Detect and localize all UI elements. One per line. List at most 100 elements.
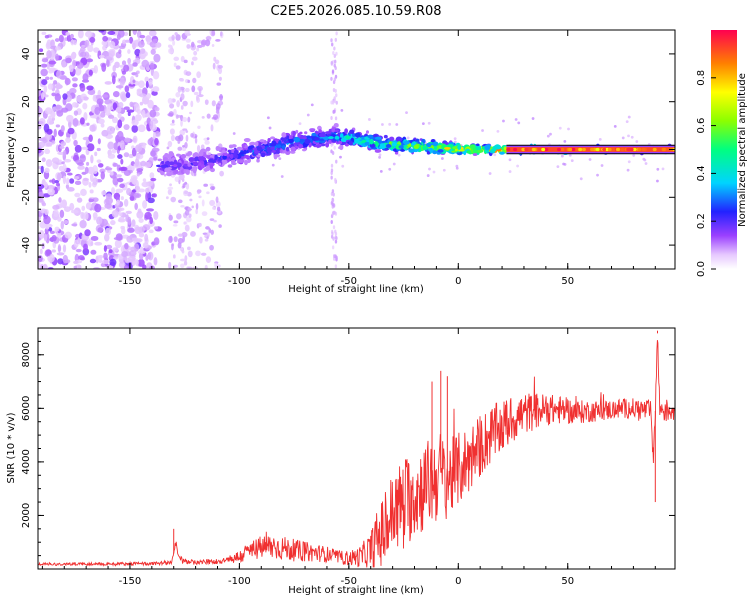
spectrogram-noise-cell [186, 266, 191, 269]
spectrogram-noise-cell [39, 208, 47, 214]
spectrogram-signal-cell [227, 164, 233, 168]
spectrogram-signal-cell [207, 158, 215, 163]
spectrogram-noise-cell [103, 252, 108, 260]
spectrogram-signal-cell [210, 167, 215, 173]
spectrogram-noise-cell [153, 237, 160, 246]
spectrogram-noise-cell [101, 129, 109, 137]
spectrogram-noise-cell [187, 250, 193, 258]
spectrogram-signal-cell [339, 144, 344, 151]
spectrogram-noise-cell [89, 115, 98, 119]
spectrogram-noise-cell [69, 202, 75, 211]
spectrogram-signal-cell [388, 136, 395, 141]
spectrogram-noise-cell [135, 144, 143, 153]
spectrogram-noise-cell [63, 149, 67, 157]
spectrogram-noise-cell [171, 34, 175, 41]
spectrogram-noise-cell [86, 58, 94, 63]
spectrogram-signal-cell [375, 141, 379, 147]
spectrogram-noise-cell [51, 249, 56, 253]
spectrogram-noise-cell [114, 239, 122, 249]
spectrogram-noise-cell [50, 110, 56, 119]
spectrogram-noise-cell [76, 61, 80, 65]
spectrogram-signal-cell [391, 141, 397, 147]
spectrogram-signal-cell [437, 149, 444, 153]
spectrogram-noise-cell [212, 206, 216, 210]
spectrogram-noise-cell [141, 109, 146, 119]
spectrogram-signal-cell [466, 150, 472, 154]
spectrogram-noise-cell [51, 157, 60, 164]
snr-axes: -150 -100 -50 0 50 2000 4000 6000 8000 [21, 328, 675, 587]
spectrogram-noise-cell [135, 114, 142, 122]
spectrogram-noise-cell [335, 51, 338, 56]
spectrogram-noise-cell [133, 243, 140, 252]
spectrogram-signal-cell [165, 160, 170, 166]
spectrogram-signal-cell [531, 147, 536, 152]
spectrogram-noise-cell [78, 255, 85, 261]
spectrogram-noise-cell [212, 62, 216, 70]
spectrogram-noise-cell [201, 116, 205, 119]
spectrogram-noise-cell [40, 63, 48, 68]
spectrogram-noise-cell [214, 59, 220, 65]
spectrogram-noise-cell [195, 208, 198, 215]
colorbar-tick-label: 0.8 [696, 70, 707, 86]
spectrogram-noise-cell [232, 132, 236, 135]
spectrogram-noise-cell [84, 211, 89, 220]
spectrogram-noise-cell [118, 49, 122, 54]
spectrogram-signal-cell [228, 144, 234, 149]
spectrogram-noise-cell [38, 141, 45, 148]
spectrogram-noise-cell [73, 110, 79, 116]
spectrogram-noise-cell [206, 113, 211, 119]
spectrogram-noise-cell [368, 118, 371, 121]
spectrogram-noise-cell [40, 92, 45, 100]
spectrogram-noise-cell [331, 100, 335, 105]
spectrogram-noise-cell [121, 93, 128, 102]
spectrogram-noise-cell [73, 260, 79, 265]
spectrogram-noise-cell [268, 126, 272, 130]
spectrogram-noise-cell [131, 257, 136, 267]
spectrogram-noise-cell [190, 132, 194, 138]
spectrogram-noise-cell [218, 224, 222, 228]
spectrogram-signal-cell [620, 147, 625, 152]
colorbar-gradient [711, 30, 737, 269]
spectrogram-noise-cell [180, 263, 185, 269]
spectrogram-noise-cell [184, 30, 190, 37]
spectrogram-signal-cell [581, 147, 586, 152]
spectrogram-signal-cell [229, 153, 234, 160]
spectrogram-noise-cell [150, 48, 156, 55]
spectrogram-noise-cell [123, 124, 130, 130]
spectrogram-noise-cell [661, 167, 665, 171]
spectrogram-noise-cell [167, 140, 173, 148]
spectrogram-noise-cell [132, 79, 136, 84]
spectrogram-signal-cell [354, 138, 360, 144]
spectrogram-noise-cell [183, 260, 188, 266]
spectrogram-noise-cell [48, 60, 57, 65]
spectrogram-noise-cell [333, 63, 336, 68]
spectrogram-noise-cell [104, 99, 113, 105]
spectrogram-noise-cell [306, 113, 310, 117]
spectrogram-noise-cell [57, 258, 64, 265]
spectrogram-noise-cell [145, 187, 150, 194]
spectrogram-noise-cell [215, 38, 221, 42]
spectrogram-noise-cell [60, 141, 67, 147]
spectrogram-noise-cell [101, 259, 110, 265]
spectrogram-noise-cell [209, 199, 216, 207]
spectrogram-noise-cell [139, 93, 147, 98]
spectrogram-noise-cell [502, 119, 505, 123]
spectrogram-noise-cell [190, 231, 196, 237]
spectrogram-signal-cell [256, 146, 263, 152]
spectrogram-noise-cell [131, 40, 137, 50]
spectrogram-noise-cell [588, 158, 592, 161]
spectrogram-signal-cell [160, 160, 165, 165]
spectrogram-signal-cell [218, 162, 222, 166]
spectrogram-signal-cell [275, 148, 281, 155]
spectrogram-signal-cell [344, 128, 349, 134]
spectrogram-signal-cell [475, 143, 480, 147]
spectrogram-signal-cell [626, 147, 631, 152]
spectrogram-noise-cell [169, 123, 176, 126]
spectrogram-noise-cell [177, 199, 183, 204]
spectrogram-noise-cell [516, 164, 519, 168]
spectrogram-noise-cell [212, 114, 219, 121]
spectrogram-noise-cell [97, 255, 104, 259]
spectrogram-noise-cell [138, 218, 144, 223]
spectrogram-signal-cell [541, 147, 546, 152]
spectrogram-signal-cell [314, 136, 320, 141]
